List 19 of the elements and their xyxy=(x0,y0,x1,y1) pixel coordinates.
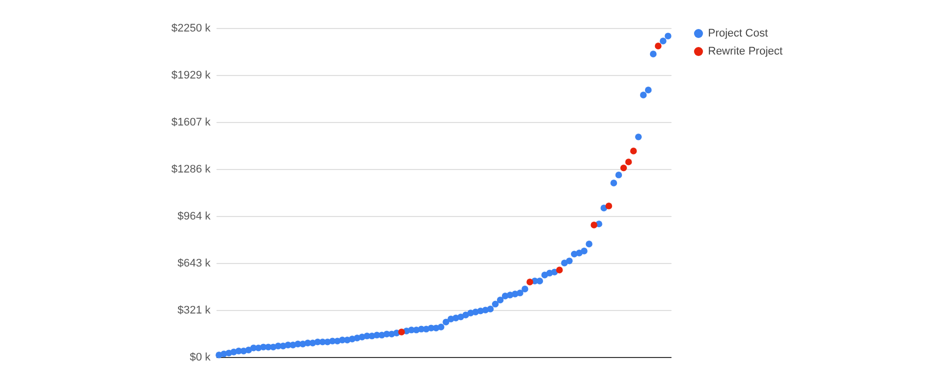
y-tick-label: $1929 k xyxy=(171,69,211,82)
legend-label: Rewrite Project xyxy=(708,46,783,58)
legend-label: Project Cost xyxy=(708,28,768,40)
point xyxy=(625,158,632,166)
point xyxy=(630,148,637,154)
point xyxy=(590,222,598,228)
point xyxy=(526,278,534,286)
y-tick-label: $2250 k xyxy=(171,22,211,34)
y-tick-label: $1286 k xyxy=(171,163,211,176)
y-tick-label: $321 k xyxy=(177,304,211,317)
y-tick-label: $964 k xyxy=(177,210,211,223)
point xyxy=(398,328,405,336)
y-tick-label: $0 k xyxy=(190,352,211,364)
y-tick-label: $1607 k xyxy=(171,116,211,129)
y-tick-label: $643 k xyxy=(177,257,211,270)
point xyxy=(620,164,627,172)
point xyxy=(605,202,612,210)
point xyxy=(654,42,662,50)
point xyxy=(556,266,563,274)
